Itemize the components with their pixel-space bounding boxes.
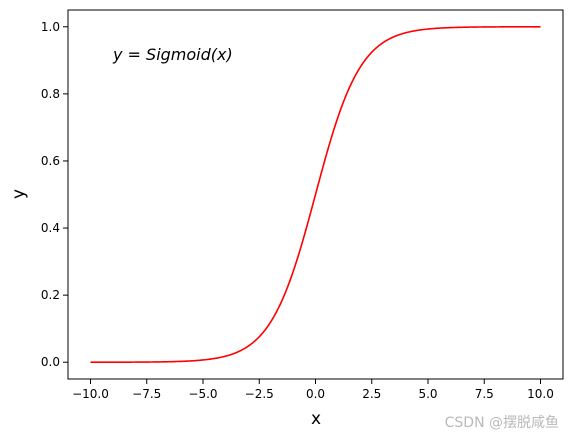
x-axis-ticks: −10.0 −7.5 −5.0 −2.5 0.0 2.5 5.0 7.5 10.0 bbox=[72, 379, 554, 401]
y-axis-label: y bbox=[9, 189, 29, 199]
sigmoid-curve bbox=[90, 25, 541, 364]
x-tick-label: −5.0 bbox=[188, 387, 217, 401]
x-tick-label: 7.5 bbox=[475, 387, 494, 401]
y-tick-label: 0.8 bbox=[41, 87, 60, 101]
x-tick-label: 0.0 bbox=[306, 387, 325, 401]
curve-annotation: y = Sigmoid(x) bbox=[112, 45, 233, 64]
y-tick-label: 0.6 bbox=[41, 154, 60, 168]
y-tick-label: 0.2 bbox=[41, 288, 60, 302]
x-tick-label: −2.5 bbox=[245, 387, 274, 401]
y-tick-label: 0.4 bbox=[41, 221, 60, 235]
y-axis-ticks: 0.0 0.2 0.4 0.6 0.8 1.0 bbox=[41, 20, 68, 369]
x-tick-label: 2.5 bbox=[362, 387, 381, 401]
y-tick-label: 1.0 bbox=[41, 20, 60, 34]
watermark: CSDN @摆脱咸鱼 bbox=[444, 415, 559, 431]
x-tick-label: −10.0 bbox=[72, 387, 109, 401]
x-tick-label: −7.5 bbox=[132, 387, 161, 401]
x-tick-label: 5.0 bbox=[418, 387, 437, 401]
y-tick-label: 0.0 bbox=[41, 355, 60, 369]
x-tick-label: 10.0 bbox=[527, 387, 554, 401]
x-axis-label: x bbox=[311, 409, 321, 429]
